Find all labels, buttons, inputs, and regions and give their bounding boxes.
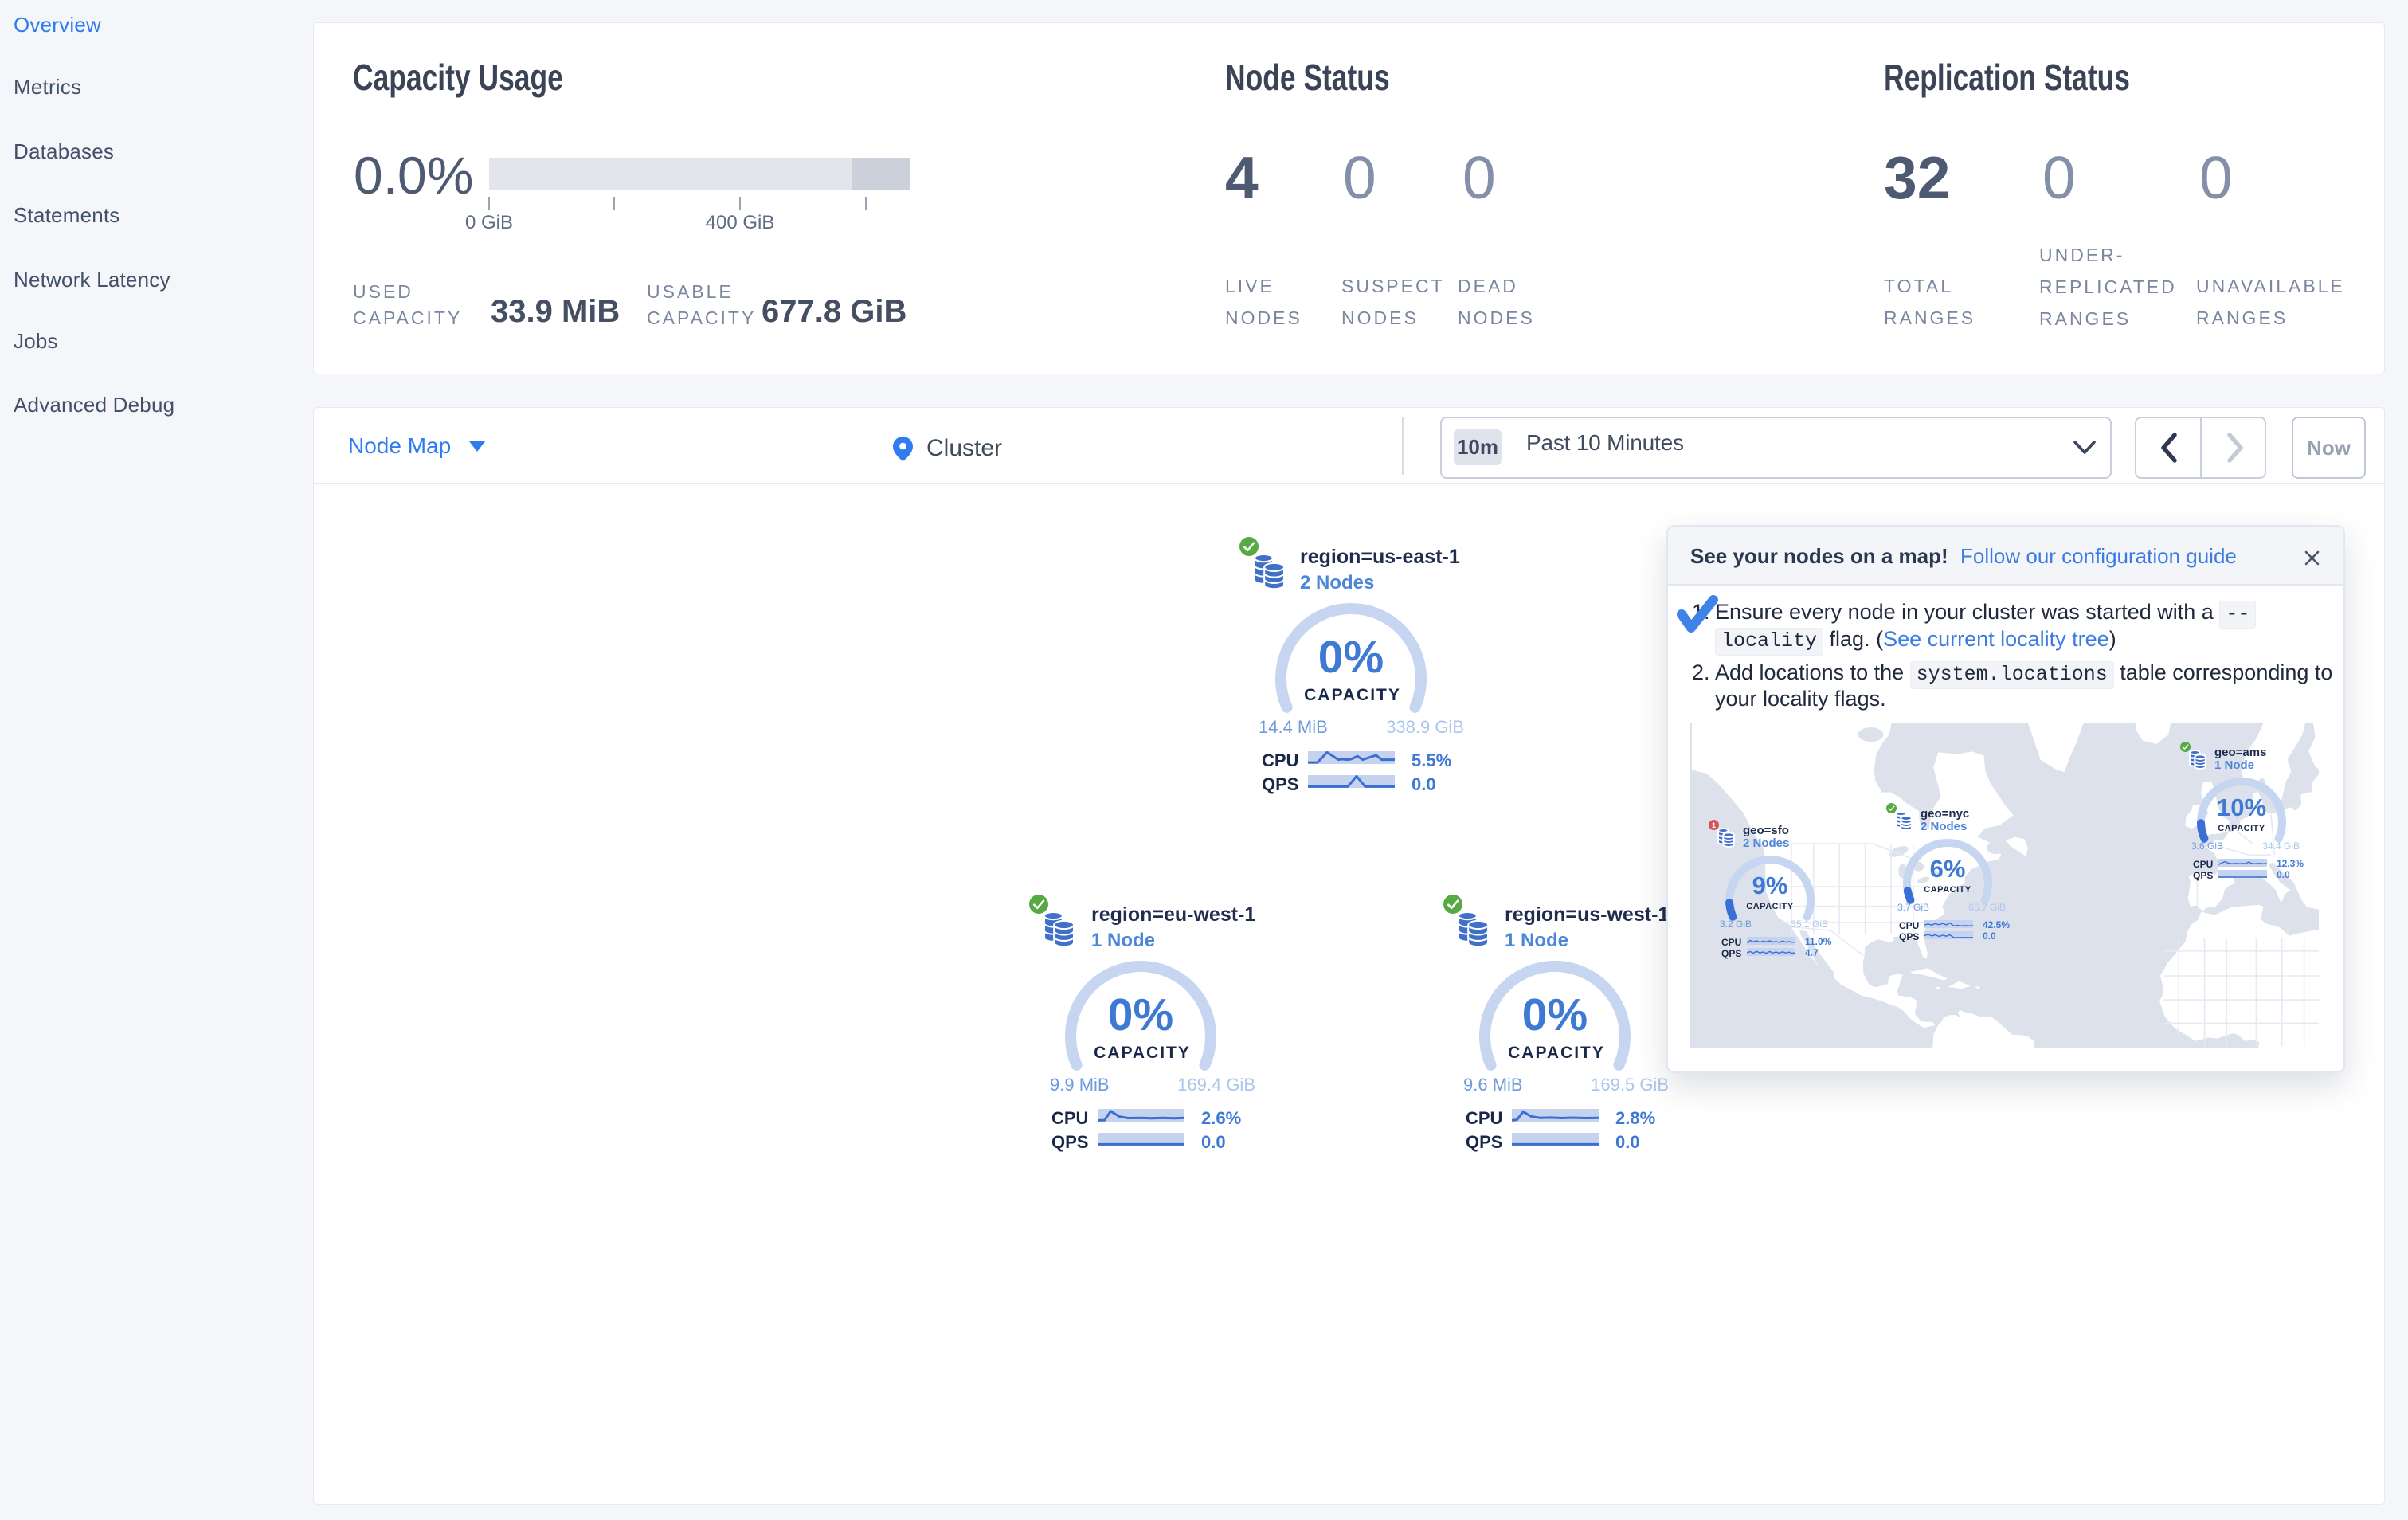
svg-text:1: 1: [1712, 821, 1716, 829]
